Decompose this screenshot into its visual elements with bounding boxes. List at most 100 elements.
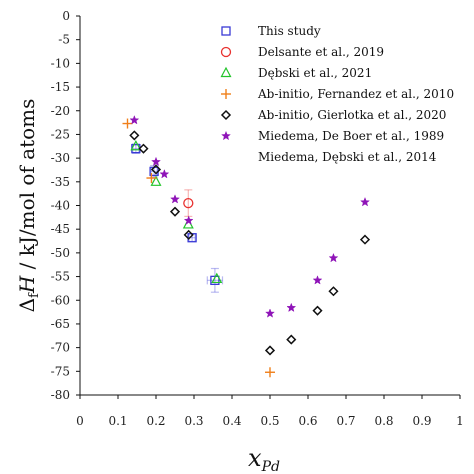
point-triangle-0 [130,139,142,151]
legend-label: Ab-initio, Gierlotka et al., 2020 [257,108,446,122]
legend-label: Miedema, Dębski et al., 2014 [258,150,437,164]
y-axis-title-part: Δ [15,298,39,312]
point-star-4-shape [183,215,194,225]
point-star-5-shape [265,308,275,318]
point-triangle-1-shape [150,175,162,186]
y-tick-label: -10 [51,56,70,70]
x-tick-label: 0.9 [412,414,431,428]
point-diamond-2 [150,164,162,175]
legend-label: Ab-initio, Fernandez et al., 2010 [257,87,454,101]
point-star-2 [159,169,170,179]
legend-label: This study [258,24,321,38]
point-diamond-5 [264,345,276,356]
y-tick-label: -50 [51,246,70,260]
point-diamond-6 [286,334,297,345]
point-triangle-3-shape [211,272,223,284]
x-tick-label: 0.8 [374,414,393,428]
x-tick-label: 0.6 [298,414,317,428]
point-diamond-1-shape [138,143,149,154]
point-triangle-3 [211,272,223,284]
x-tick-label: 1 [456,414,464,428]
point-star-8 [328,252,339,263]
point-star-7 [312,275,323,285]
legend-marker-diamond-shape [220,109,232,121]
series-0 [131,143,224,293]
point-triangle-0-shape [130,139,142,151]
point-plus-0 [122,118,133,129]
x-tick-label: 0 [76,414,84,428]
point-star-1-shape [151,156,161,167]
legend-marker-square [221,26,231,36]
legend-label: Delsante et al., 2019 [258,45,384,59]
y-axis-title: ΔfH / kJ/mol of atoms [15,99,42,313]
y-tick-label: -75 [51,364,70,378]
point-diamond-1 [138,143,149,154]
series-4 [129,130,371,356]
y-tick-label: -40 [51,199,70,213]
y-axis-title-part: H [15,275,39,294]
point-diamond-8 [328,286,339,297]
point-star-8-shape [328,252,339,263]
y-axis-title-part: / kJ/mol of atoms [15,99,39,276]
legend-marker-square-shape [221,26,231,36]
x-tick-label: 0.5 [260,414,279,428]
point-diamond-4-shape [183,229,194,240]
point-star-1 [151,156,161,167]
point-diamond-3 [169,206,181,217]
point-diamond-9-shape [359,234,371,245]
point-star-0 [129,115,140,125]
point-plus-1 [146,173,157,184]
legend-label: Dębski et al., 2021 [258,66,372,80]
legend: This study Delsante et al., 2019 Dębski et… [220,24,454,164]
point-star-3 [170,194,180,204]
legend-marker-diamond [220,109,232,121]
y-tick-label: -35 [51,175,70,189]
y-axis-title-part: f [27,292,42,298]
point-circle-0-shape [183,197,194,209]
y-tick-label: -80 [51,388,70,402]
x-tick-label: 0.7 [336,414,355,428]
point-star-4 [183,215,194,225]
y-tick-label: -20 [51,104,70,118]
point-star-9-shape [360,196,370,207]
series-1 [183,189,194,217]
series-5 [129,115,370,318]
series-3 [122,118,275,378]
point-diamond-0-shape [129,130,140,141]
legend-marker-star [221,130,231,141]
x-axis-title-main: x [248,444,262,472]
legend-marker-star-shape [221,130,231,141]
x-tick-label: 0.1 [108,414,127,428]
point-diamond-0 [129,130,140,141]
point-star-5 [265,308,275,318]
legend-item-5: Miedema, De Boer et al., 1989 Miedema, Dę… [221,129,444,164]
x-tick-label: 0.2 [146,414,165,428]
legend-marker-circle [220,46,232,58]
y-tick-label: -30 [51,151,70,165]
y-tick-label: -60 [51,293,70,307]
legend-marker-circle-shape [220,46,232,58]
y-tick-label: -65 [51,317,70,331]
point-diamond-7-shape [312,305,323,316]
legend-marker-plus [221,89,231,99]
legend-item-4: Ab-initio, Gierlotka et al., 2020 [220,108,446,122]
legend-item-0: This study [221,24,321,38]
legend-marker-triangle-shape [220,66,232,78]
point-diamond-5-shape [264,345,276,356]
y-tick-label: -25 [51,127,70,141]
point-diamond-8-shape [328,286,339,297]
x-tick-label: 0.4 [222,414,241,428]
y-tick-label: -45 [51,222,70,236]
point-circle-0 [183,197,194,209]
point-star-6-shape [286,302,297,313]
point-diamond-7 [312,305,323,316]
point-diamond-6-shape [286,334,297,345]
legend-marker-triangle [220,66,232,78]
legend-label: Miedema, De Boer et al., 1989 [258,129,444,143]
y-tick-label: 0 [62,9,70,23]
legend-item-1: Delsante et al., 2019 [220,45,384,59]
point-star-3-shape [170,194,180,204]
x-axis-title: xPd [248,444,280,474]
